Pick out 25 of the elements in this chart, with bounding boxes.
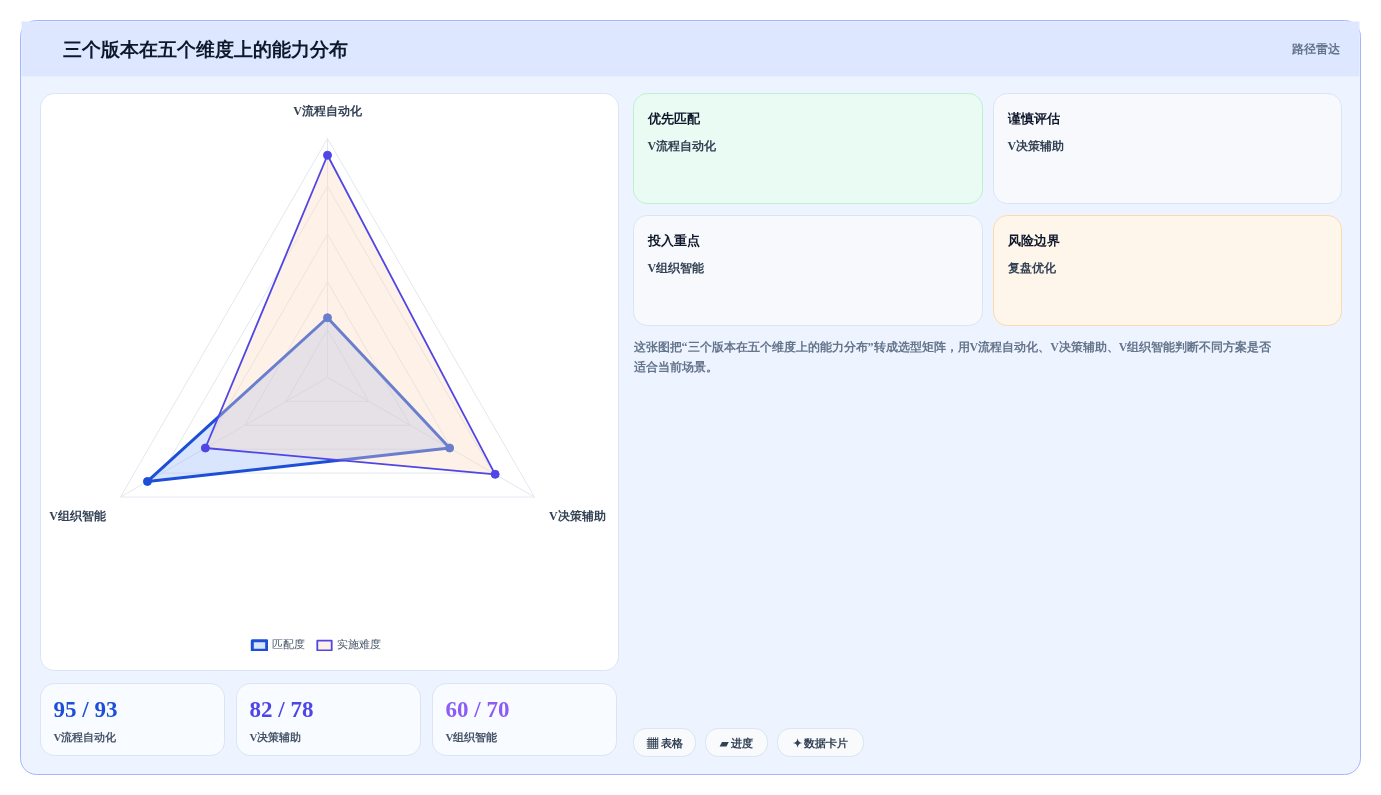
- text: ▰ 进度: [719, 736, 753, 749]
- spoke-label: V流程自动化: [293, 103, 363, 118]
- spoke-label: V决策辅助: [548, 509, 606, 524]
- text: V决策辅助: [1007, 138, 1065, 153]
- text: V流程自动化: [647, 138, 718, 153]
- legend-label: 实施难度: [337, 637, 381, 652]
- spoke-label: V组织智能: [49, 509, 108, 524]
- text: 谨慎评估: [1006, 111, 1060, 126]
- text: ✦ 数据卡片: [792, 736, 849, 749]
- text: V决策辅助: [249, 730, 302, 743]
- text: 60 / 70: [445, 697, 510, 722]
- text: 82 / 78: [249, 697, 314, 722]
- chart-title: 三个版本在五个维度上的能力分布: [62, 39, 348, 60]
- text: 这张图把“三个版本在五个维度上的能力分布”转成选型矩阵，用V流程自动化、V决策辅助、V组织智能判断不同方案是否适合当前场景。: [632, 339, 1273, 374]
- text: 投入重点: [646, 233, 700, 248]
- text: 风险边界: [1006, 233, 1060, 248]
- text: V流程自动化: [53, 730, 118, 743]
- text: V组织智能: [647, 260, 706, 275]
- text: V组织智能: [445, 730, 499, 743]
- text: 复盘优化: [1006, 260, 1057, 275]
- text: 95 / 93: [53, 697, 118, 722]
- text: 路径雷达: [1290, 41, 1341, 56]
- legend-label: 匹配度: [272, 637, 305, 652]
- text: 优先匹配: [646, 111, 701, 126]
- text: ▦ 表格: [646, 736, 684, 749]
